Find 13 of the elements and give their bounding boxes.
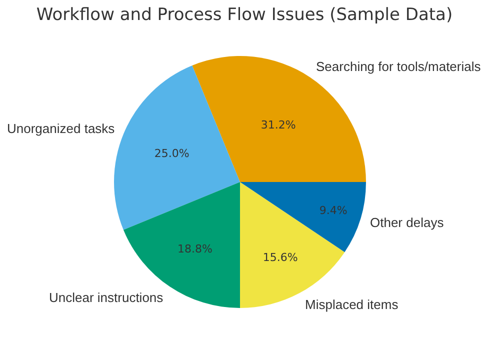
data-label: 31.2% xyxy=(260,118,296,132)
data-label: 15.6% xyxy=(262,251,298,264)
pie-slice xyxy=(240,182,366,252)
slice-label: Searching for tools/materials xyxy=(316,59,482,74)
slice-label: Unorganized tasks xyxy=(7,121,116,136)
slice-label: Misplaced items xyxy=(305,297,399,312)
pie-slice xyxy=(114,65,240,230)
data-label: 9.4% xyxy=(319,204,348,217)
data-label: 25.0% xyxy=(154,147,190,160)
slice-label: Other delays xyxy=(370,215,444,230)
slice-label: Unclear instructions xyxy=(49,290,164,305)
data-label: 18.8% xyxy=(177,242,212,256)
chart-title: Workflow and Process Flow Issues (Sample Data) xyxy=(36,4,453,25)
